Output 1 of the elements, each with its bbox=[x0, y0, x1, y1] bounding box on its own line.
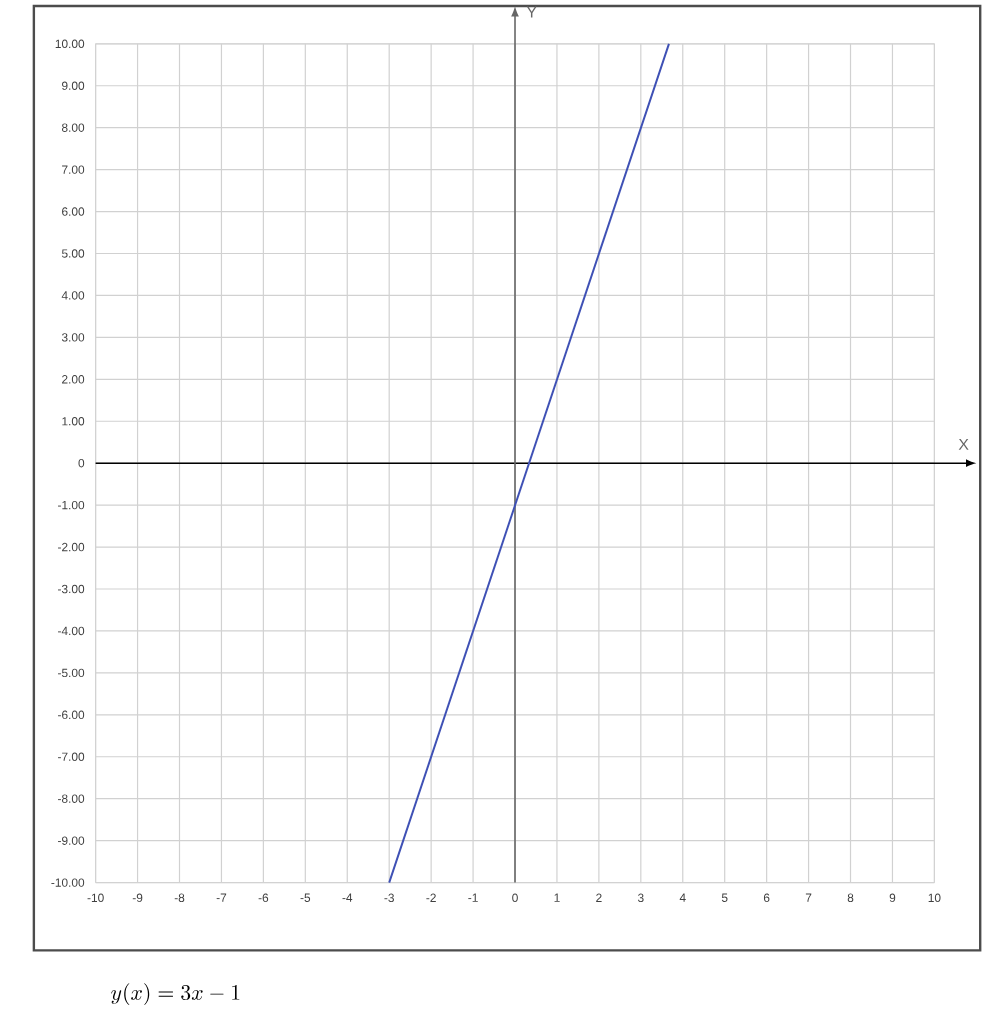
text: $y(x) = 3x - 1$ bbox=[111, 983, 240, 1006]
